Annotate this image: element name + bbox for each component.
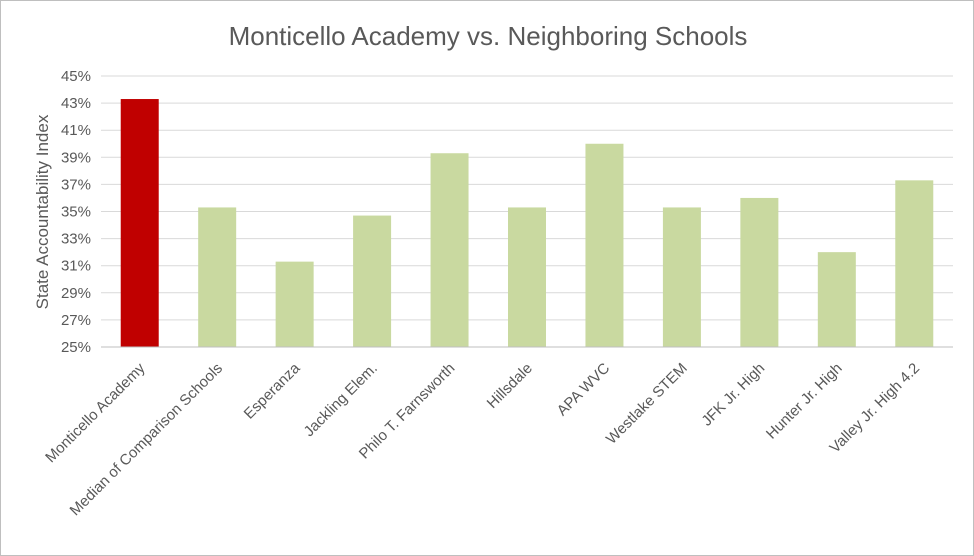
y-tick-label: 41% xyxy=(61,122,91,139)
x-tick-label: JFK Jr. High xyxy=(698,360,768,430)
bar xyxy=(120,99,159,347)
x-tick-label: Median of Comparison Schools xyxy=(67,360,226,519)
bars xyxy=(120,99,934,347)
y-tick-label: 39% xyxy=(61,149,91,166)
y-tick-label: 33% xyxy=(61,231,91,248)
y-tick-label: 37% xyxy=(61,176,91,193)
bar xyxy=(817,252,856,347)
y-tick-label: 43% xyxy=(61,95,91,112)
bar xyxy=(353,215,392,347)
x-tick-label: Westlake STEM xyxy=(603,360,691,448)
bar xyxy=(585,143,624,347)
bar xyxy=(430,153,469,347)
bar xyxy=(740,197,779,347)
y-axis-ticks: 25% 27% 29% 31% 33% 35% 37% 39% 41% 43% 45% xyxy=(61,68,91,356)
y-tick-label: 35% xyxy=(61,204,91,221)
y-tick-label: 25% xyxy=(61,339,91,356)
x-tick-label: Jackling Elem. xyxy=(301,360,381,440)
x-tick-label: Hunter Jr. High xyxy=(763,360,846,443)
bar xyxy=(662,207,701,347)
y-axis-label: State Accountability Index xyxy=(33,114,52,309)
bar xyxy=(508,207,546,347)
y-tick-label: 29% xyxy=(61,285,91,302)
bar xyxy=(275,261,314,347)
x-tick-label: Hillsdale xyxy=(484,360,536,412)
chart-title: Monticello Academy vs. Neighboring Schoo… xyxy=(229,21,748,51)
x-tick-label: APA WVC xyxy=(554,360,614,420)
y-tick-label: 31% xyxy=(61,258,91,275)
bar xyxy=(895,180,934,347)
x-tick-label: Esperanza xyxy=(241,359,304,422)
y-tick-label: 45% xyxy=(61,68,91,85)
y-tick-label: 27% xyxy=(61,312,91,329)
bar xyxy=(198,207,237,347)
